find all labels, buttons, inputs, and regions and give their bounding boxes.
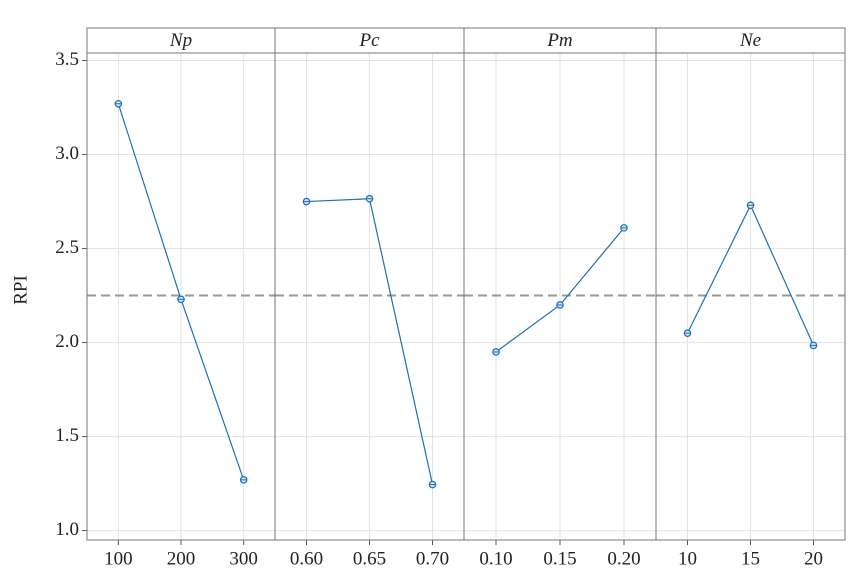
x-tick-label: 0.10 (479, 548, 512, 569)
panel-header (463, 27, 657, 54)
y-tick-label: 2.0 (55, 331, 79, 352)
x-tick-label: 0.70 (416, 548, 449, 569)
panel-title: Ne (739, 30, 761, 51)
x-tick-label: 0.60 (290, 548, 323, 569)
panel-frame (655, 52, 846, 541)
x-tick-label: 20 (804, 548, 823, 569)
y-tick-label: 3.0 (55, 143, 79, 164)
x-tick-label: 10 (678, 548, 697, 569)
y-tick-label: 1.5 (55, 425, 79, 446)
panel-title: Np (169, 30, 192, 51)
panel-title: Pm (546, 30, 572, 51)
x-tick-label: 0.15 (543, 548, 576, 569)
y-tick-label: 3.5 (55, 49, 79, 70)
panel-header (86, 27, 276, 54)
x-tick-label: 200 (167, 548, 196, 569)
panel-title: Pc (358, 30, 380, 51)
x-tick-label: 0.65 (353, 548, 386, 569)
x-tick-label: 300 (229, 548, 258, 569)
x-tick-label: 0.20 (607, 548, 640, 569)
x-tick-label: 100 (104, 548, 133, 569)
y-tick-label: 2.5 (55, 237, 79, 258)
panel-header (655, 27, 846, 54)
x-tick-label: 15 (741, 548, 760, 569)
y-tick-label: 1.0 (55, 519, 79, 540)
y-axis-label: RPI (10, 275, 31, 305)
